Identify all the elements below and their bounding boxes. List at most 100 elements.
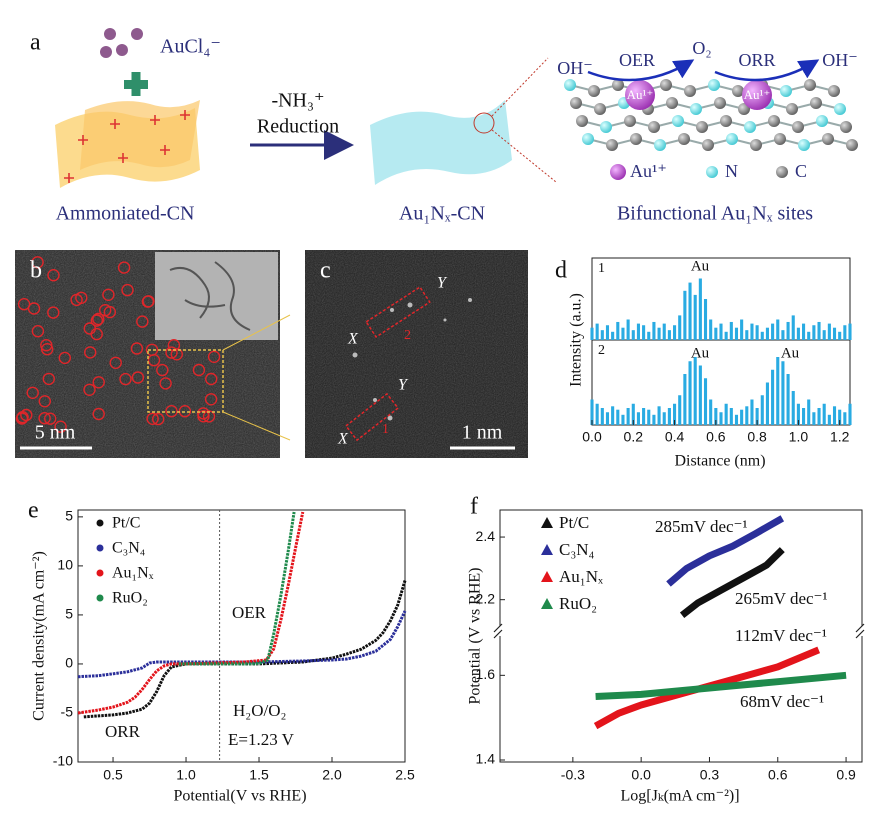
atom-marker [42, 372, 55, 386]
annotation: E=1.23 V [228, 730, 295, 749]
atom [840, 121, 852, 133]
legend-label: C [795, 161, 807, 181]
atom-marker [170, 348, 184, 361]
scale-label: 5 nm [35, 422, 76, 444]
atom-marker [44, 412, 57, 425]
atom-marker [31, 325, 45, 338]
atom [582, 133, 594, 145]
bar [729, 321, 733, 340]
x-tick-label: 2.0 [322, 767, 342, 783]
bar [667, 330, 671, 340]
bar [652, 321, 656, 340]
bar [745, 406, 749, 425]
atom [654, 139, 666, 151]
legend-marker [96, 519, 104, 527]
atom-marker [202, 410, 216, 423]
bar [812, 412, 816, 425]
atom [612, 79, 624, 91]
bar [848, 323, 852, 340]
atom [834, 103, 846, 115]
reaction-arrows [587, 59, 820, 82]
atom [624, 115, 636, 127]
atom [690, 103, 702, 115]
bar [709, 319, 713, 340]
bar [724, 331, 728, 340]
reaction-label: OH⁻ [822, 50, 858, 70]
x-axis-label: Log[Jₖ(mA cm⁻²)] [620, 788, 739, 805]
atom-marker [92, 407, 105, 421]
bar [786, 374, 790, 425]
bar [626, 319, 630, 340]
legend-marker [541, 544, 553, 555]
bar [611, 406, 615, 425]
y-tick-label: 0 [65, 655, 73, 671]
bar [605, 412, 610, 425]
series-line [679, 547, 785, 619]
atom [630, 133, 642, 145]
bar [616, 321, 620, 340]
legend-label: RuO₂ [112, 590, 148, 607]
line-marker: 2 [404, 328, 411, 343]
atom [828, 85, 840, 97]
atom [768, 115, 780, 127]
legend-label: Au₁Nₓ [112, 565, 154, 582]
bar [590, 399, 594, 425]
legend-marker [96, 544, 104, 552]
atom-marker [156, 363, 169, 377]
bar [750, 399, 754, 425]
atom [570, 97, 582, 109]
x-tick-label: 0.9 [836, 767, 856, 783]
y-tick-label: 1.6 [476, 666, 496, 682]
bar [734, 414, 739, 425]
atom [672, 115, 684, 127]
x-tick-label: 0.6 [706, 429, 726, 445]
bar [843, 325, 847, 340]
y-tick-label: 5 [65, 508, 73, 524]
atom [600, 121, 612, 133]
annotation: OER [232, 603, 267, 622]
y-axis-label: Potential (V vs RHE) [467, 567, 484, 704]
atom-marker [165, 346, 178, 359]
bar [760, 395, 764, 425]
atom-marker [38, 412, 51, 425]
bar [657, 327, 661, 340]
atom [846, 139, 858, 151]
bar [636, 412, 640, 425]
atom-marker [38, 395, 51, 408]
x-tick-label: 1.0 [789, 429, 809, 445]
bar [781, 330, 785, 340]
panel-label: f [470, 494, 478, 520]
atom [714, 97, 726, 109]
reaction-label: O₂ [692, 38, 711, 58]
bar [647, 409, 651, 425]
subplot-label: 2 [598, 343, 605, 358]
atom-legend [610, 164, 788, 180]
line-marker: Y [398, 377, 409, 394]
y-axis-label: Intensity (a.u.) [568, 293, 585, 387]
atom-marker [142, 295, 155, 308]
subplot-label: 1 [598, 261, 605, 276]
bar [771, 369, 775, 425]
atom-marker [58, 351, 72, 365]
legend-label: Pt/C [112, 515, 140, 532]
x-tick-label: 1.0 [176, 767, 196, 783]
bar [843, 412, 847, 425]
plot-frame [77, 509, 406, 763]
atom [720, 115, 732, 127]
bar [642, 408, 646, 425]
scale-label: 1 nm [462, 422, 503, 444]
atom-marker [26, 386, 39, 399]
atom-marker [70, 293, 83, 307]
bar [719, 412, 723, 425]
reaction-label: OH⁻ [557, 58, 593, 78]
y-tick-label: 10 [57, 557, 73, 573]
atom [588, 85, 600, 97]
annotation: ORR [105, 722, 141, 741]
legend-label: C₃N₄ [112, 540, 146, 557]
legend-label: Au¹⁺ [630, 161, 667, 181]
line-marker: X [347, 331, 359, 348]
annotation: H₂O/O₂ [233, 701, 286, 720]
legend-label: Au₁Nₓ [559, 567, 603, 586]
atom-marker [54, 420, 67, 433]
